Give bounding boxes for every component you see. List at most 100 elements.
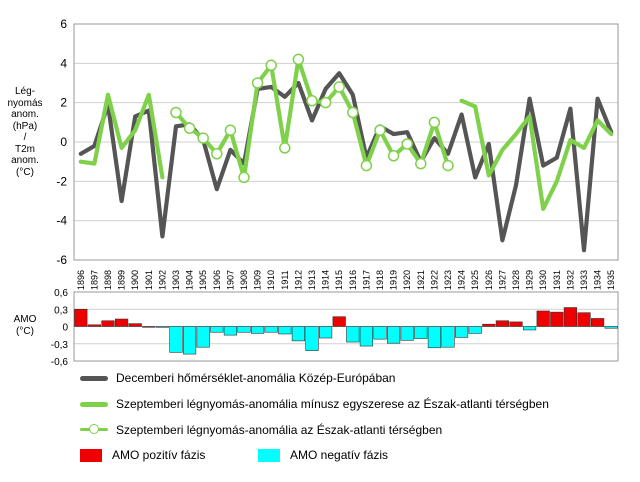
amo-negative-bar xyxy=(441,326,455,348)
y-tick-label: 4 xyxy=(60,56,67,70)
amo-negative-bar xyxy=(522,326,537,331)
legend-label: Decemberi hőmérséklet-anomália Közép-Eur… xyxy=(116,371,396,385)
amo-negative-bar xyxy=(427,326,442,349)
legend-item-amo-negative: AMO negatív fázis xyxy=(258,445,388,465)
data-point xyxy=(183,122,196,134)
legend-label: AMO negatív fázis xyxy=(290,448,389,462)
y-tick-label: -6 xyxy=(56,253,67,267)
amo-negative-bar xyxy=(305,326,319,351)
amo-positive-bar xyxy=(332,316,346,327)
amo-negative-bar xyxy=(223,326,238,336)
y-tick-label: 0,3 xyxy=(54,305,68,316)
legend-item-pressure: Szeptemberi légnyomás-anomália az Észak-… xyxy=(80,420,442,440)
amo-negative-bar xyxy=(196,326,210,348)
y-tick-label: -2 xyxy=(56,174,67,188)
x-tick-label: 1917 xyxy=(361,270,371,290)
data-point xyxy=(197,132,209,144)
x-tick-label: 1924 xyxy=(457,270,467,290)
data-point xyxy=(238,171,250,184)
series-line xyxy=(78,71,614,253)
amo-positive-bar xyxy=(482,323,496,327)
dark-line-swatch xyxy=(80,375,108,381)
amo-positive-bar xyxy=(536,310,550,327)
amo-positive-bar xyxy=(563,307,577,327)
amo-negative-bar xyxy=(251,326,265,334)
data-point xyxy=(428,116,441,129)
legend-label: Szeptemberi légnyomás-anomália az Észak-… xyxy=(116,423,443,437)
amo-negative-bar xyxy=(346,326,360,343)
x-tick-label: 1929 xyxy=(525,270,535,290)
amo-positive-bar xyxy=(142,326,156,328)
x-tick-label: 1919 xyxy=(389,270,399,290)
amo-positive-bar xyxy=(550,311,564,327)
plot-frame xyxy=(73,23,619,261)
chart-svg: 6 4 2 0 -2 -4 -6 1896 1897 1898 1899 1900 1901 1902 19… xyxy=(51,17,619,368)
x-tick-label: 1911 xyxy=(280,270,290,289)
x-tick-label: 1910 xyxy=(266,270,276,290)
amo-negative-bar xyxy=(386,326,401,344)
x-tick-label: 1896 xyxy=(76,270,86,290)
amo-positive-bar xyxy=(115,318,129,327)
x-tick-label: 1914 xyxy=(321,270,331,290)
y-tick-label: -0,6 xyxy=(51,357,69,368)
amo-positive-bar xyxy=(495,320,510,327)
x-tick-label: 1907 xyxy=(225,270,235,290)
amo-positive-bar xyxy=(74,308,88,327)
data-point xyxy=(387,150,400,162)
amo-negative-bar xyxy=(278,326,292,335)
green-marker-swatch xyxy=(80,424,108,436)
y-tick-label: -0,3 xyxy=(51,340,69,351)
data-point xyxy=(360,159,373,172)
x-tick-label: 1908 xyxy=(239,270,249,290)
x-tick-label: 1906 xyxy=(212,270,222,290)
x-tick-label: 1931 xyxy=(552,270,562,290)
amo-negative-bar xyxy=(169,326,183,353)
cyan-box-swatch xyxy=(258,448,280,462)
data-point xyxy=(279,142,291,154)
y-tick-label: -4 xyxy=(56,214,67,228)
x-tick-label: 1905 xyxy=(198,270,208,290)
x-tick-label: 1935 xyxy=(606,270,616,290)
x-tick-label: 1920 xyxy=(402,270,412,290)
data-point xyxy=(211,148,223,160)
amo-negative-bar xyxy=(604,326,618,329)
amo-negative-bar xyxy=(210,326,224,333)
x-tick-label: 1921 xyxy=(416,270,426,290)
x-tick-label: 1912 xyxy=(293,270,303,290)
data-point xyxy=(319,96,332,109)
legend-item-amo-positive: AMO pozitív fázis xyxy=(80,445,205,465)
x-tick-label: 1900 xyxy=(130,270,140,290)
amo-negative-bar xyxy=(155,326,170,328)
series-line xyxy=(459,98,614,211)
red-box-swatch xyxy=(80,448,102,462)
x-tick-label: 1915 xyxy=(334,270,344,290)
data-point xyxy=(347,106,359,119)
amo-positive-bar xyxy=(509,321,523,327)
data-point xyxy=(333,81,345,93)
y-tick-label: 2 xyxy=(60,96,67,110)
green-line-swatch xyxy=(80,401,108,407)
legend-item-pressure-negated: Szeptemberi légnyomás-anomália mínusz eg… xyxy=(80,394,549,414)
data-point xyxy=(170,106,182,119)
x-tick-label: 1933 xyxy=(579,270,589,290)
amo-positive-bar xyxy=(590,318,605,327)
data-point xyxy=(401,138,413,150)
x-tick-label: 1930 xyxy=(538,270,548,290)
y-tick-label: 6 xyxy=(60,17,67,31)
x-tick-label: 1904 xyxy=(185,270,195,290)
y-label-line: (hPa) xyxy=(12,120,38,132)
x-tick-label: 1913 xyxy=(307,270,317,290)
amo-negative-bar xyxy=(400,326,414,341)
amo-negative-bar xyxy=(264,326,278,333)
x-tick-label: 1927 xyxy=(497,270,507,290)
data-point xyxy=(292,53,305,66)
amo-negative-bar xyxy=(318,326,333,339)
x-tick-label: 1903 xyxy=(171,270,181,290)
x-tick-label: 1897 xyxy=(89,270,99,290)
y-label-line: anom. xyxy=(11,109,39,120)
y-label-line: (°C) xyxy=(16,166,34,178)
amo-negative-bar xyxy=(454,326,469,338)
x-tick-label: 1901 xyxy=(144,270,154,290)
y-label-line: (°C) xyxy=(16,325,34,337)
x-tick-label: 1934 xyxy=(593,270,603,290)
